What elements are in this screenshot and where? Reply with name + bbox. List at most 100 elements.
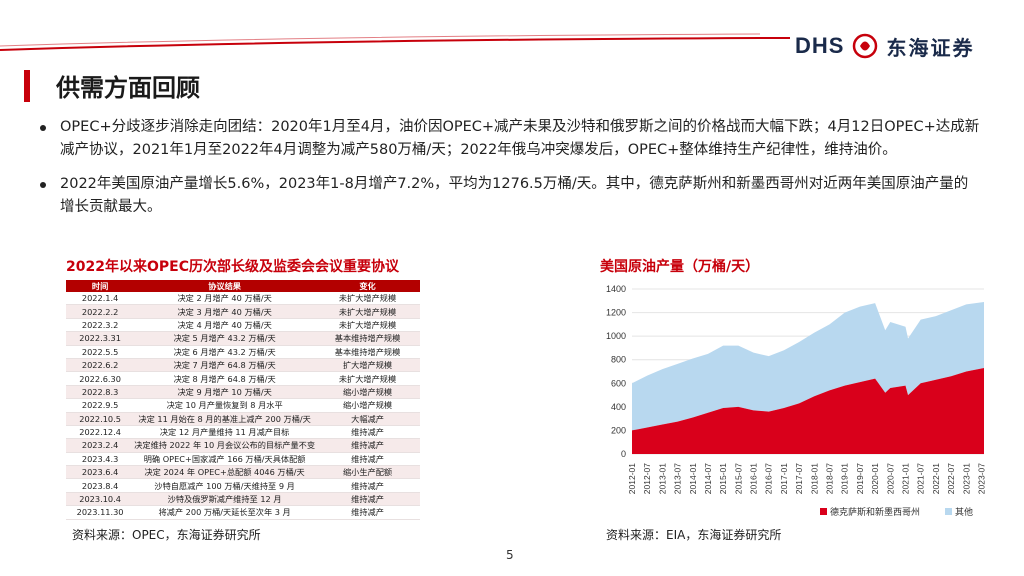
legend-swatch-texas [820,508,827,515]
cell-change: 维持减产 [315,505,420,520]
opec-agreements-table: 时间 协议结果 变化 2022.1.4 决定 2 月增产 40 万桶/天 未扩大增产… [66,280,420,520]
cell-result: 决定 7 月增产 64.8 万桶/天 [134,358,316,373]
x-tick-label: 2019-07 [855,463,865,494]
cell-result: 决定 2024 年 OPEC+总配额 4046 万桶/天 [134,465,316,480]
table-body: 2022.1.4 决定 2 月增产 40 万桶/天 未扩大增产规模 2022.2.2 决… [66,292,420,520]
x-tick-label: 2017-01 [779,463,789,494]
x-tick-label: 2013-07 [673,463,683,494]
x-tick-label: 2016-07 [764,463,774,494]
x-tick-label: 2021-07 [916,463,926,494]
y-tick-label: 1000 [606,331,626,341]
table-row: 2022.6.30 决定 8 月增产 64.8 万桶/天 未扩大增产规模 [66,371,420,386]
cell-change: 缩小增产规模 [315,398,420,413]
bullet-text: 2022年美国原油产量增长5.6%，2023年1-8月增产7.2%，平均为127… [60,176,969,215]
table-row: 2022.8.3 决定 9 月增产 10 万桶/天 缩小增产规模 [66,385,420,400]
cell-result: 沙特及俄罗斯减产维持至 12 月 [134,492,316,507]
x-tick-label: 2014-01 [688,463,698,494]
dragon-logo-icon [853,33,878,59]
table-row: 2022.2.2 决定 3 月增产 40 万桶/天 未扩大增产规模 [66,304,420,319]
logo-text: DHS [795,33,845,58]
cell-time: 2022.1.4 [66,292,135,306]
table-row: 2023.8.4 沙特自愿减产 100 万桶/天维持至 9 月维持减产 [66,478,420,493]
bullet-text: OPEC+分歧逐步消除走向团结：2020年1月至4月，油价因OPEC+减产未果及… [60,119,980,158]
x-tick-label: 2020-01 [870,463,880,494]
company-logo: DHS 东海证券 [795,30,974,62]
cell-change: 维持减产 [315,452,420,467]
cell-result: 决定 9 月增产 10 万桶/天 [134,385,316,400]
x-tick-label: 2018-01 [809,463,819,494]
legend-label-texas: 德克萨斯和新墨西哥州 [830,506,920,518]
cell-time: 2022.3.31 [66,331,135,346]
table-row: 2022.3.2 决定 4 月增产 40 万桶/天 未扩大增产规模 [66,318,420,333]
legend-swatch-other [945,508,952,515]
cell-time: 2023.8.4 [66,478,135,493]
x-tick-label: 2019-01 [840,463,850,494]
y-tick-label: 0 [621,449,626,459]
chart-title: 美国原油产量（万桶/天） [600,259,760,275]
opec-agreements-table-panel: 2022年以来OPEC历次部长级及监委会会议重要协议 时间 协议结果 变化 20… [66,256,420,520]
cell-change: 未扩大增产规模 [315,318,420,333]
table-row: 2022.9.5 决定 10 月产量恢复到 8 月水平 缩小增产规模 [66,398,420,413]
x-tick-label: 2017-07 [794,463,804,494]
cell-change: 维持减产 [315,478,420,493]
cell-time: 2022.8.3 [66,385,135,400]
table-row: 2022.10.5 决定 11 月始在 8 月的基准上减产 200 万桶/天 大幅减… [66,412,420,426]
x-tick-label: 2021-01 [900,463,910,494]
cell-time: 2022.9.5 [66,398,135,413]
x-tick-label: 2012-01 [627,463,637,494]
cell-time: 2022.12.4 [66,425,135,440]
cell-time: 2022.6.2 [66,358,135,373]
table-row: 2022.1.4 决定 2 月增产 40 万桶/天 未扩大增产规模 [66,292,420,306]
x-tick-label: 2022-07 [946,463,956,494]
column-header-change: 变化 [315,280,420,292]
bullet-list: OPEC+分歧逐步消除走向团结：2020年1月至4月，油价因OPEC+减产未果及… [40,116,980,230]
cell-time: 2022.2.2 [66,304,135,319]
table-row: 2022.12.4 决定 12 月产量维持 11 月减产目标 维持减产 [66,425,420,440]
cell-time: 2023.11.30 [66,505,135,520]
page-number: 5 [506,548,514,562]
y-tick-label: 1200 [606,308,626,318]
series-area-texas-newmexico [632,367,984,454]
table-source-note: 资料来源：OPEC，东海证券研究所 [72,528,261,542]
cell-result: 决定 11 月始在 8 月的基准上减产 200 万桶/天 [134,412,316,426]
table-title: 2022年以来OPEC历次部长级及监委会会议重要协议 [66,259,399,275]
cell-result: 决定 6 月增产 43.2 万桶/天 [134,345,316,359]
cell-result: 决定 2 月增产 40 万桶/天 [134,292,316,306]
x-tick-label: 2018-07 [825,463,835,494]
cell-time: 2023.2.4 [66,438,135,453]
x-tick-label: 2015-01 [718,463,728,494]
table-row: 2023.4.3 明确 OPEC+国家减产 166 万桶/天具体配额 维持减产 [66,452,420,467]
cell-change: 维持减产 [315,492,420,507]
table-row: 2023.2.4 决定维持 2022 年 10 月会议公布的目标产量不变 维持减产 [66,438,420,453]
chart-source-note: 资料来源：EIA，东海证券研究所 [606,528,782,542]
cell-result: 决定 5 月增产 43.2 万桶/天 [134,331,316,346]
series-area-other [632,301,984,431]
x-tick-label: 2023-07 [976,463,986,494]
column-header-result: 协议结果 [134,280,316,292]
cell-change: 未扩大增产规模 [315,371,420,386]
x-tick-label: 2016-01 [749,463,759,494]
y-tick-label: 1400 [606,284,626,294]
cell-change: 大幅减产 [315,412,420,426]
x-tick-label: 2023-01 [961,463,971,494]
cell-change: 未扩大增产规模 [315,292,420,306]
cell-time: 2023.6.4 [66,465,135,480]
cell-time: 2022.3.2 [66,318,135,333]
cell-time: 2022.5.5 [66,345,135,359]
cell-time: 2022.10.5 [66,412,135,426]
table-row: 2022.3.31 决定 5 月增产 43.2 万桶/天 基本维持增产规模 [66,331,420,346]
x-tick-label: 2012-07 [642,463,652,494]
legend-label-other: 其他 [955,506,973,518]
x-tick-label: 2020-07 [885,463,895,494]
header-bar [0,0,1024,60]
cell-result: 决定 8 月增产 64.8 万桶/天 [134,371,316,386]
cell-result: 沙特自愿减产 100 万桶/天维持至 9 月 [134,478,316,493]
bullet-dot-icon [40,125,46,131]
table-row: 2023.6.4 决定 2024 年 OPEC+总配额 4046 万桶/天 缩小生产… [66,465,420,480]
cell-time: 2023.10.4 [66,492,135,507]
table-row: 2023.10.4 沙特及俄罗斯减产维持至 12 月维持减产 [66,492,420,507]
bullet-item: OPEC+分歧逐步消除走向团结：2020年1月至4月，油价因OPEC+减产未果及… [40,116,980,162]
table-row: 2023.11.30 将减产 200 万桶/天延长至次年 3 月维持减产 [66,505,420,520]
cell-result: 决定 3 月增产 40 万桶/天 [134,304,316,319]
cell-change: 扩大增产规模 [315,358,420,373]
